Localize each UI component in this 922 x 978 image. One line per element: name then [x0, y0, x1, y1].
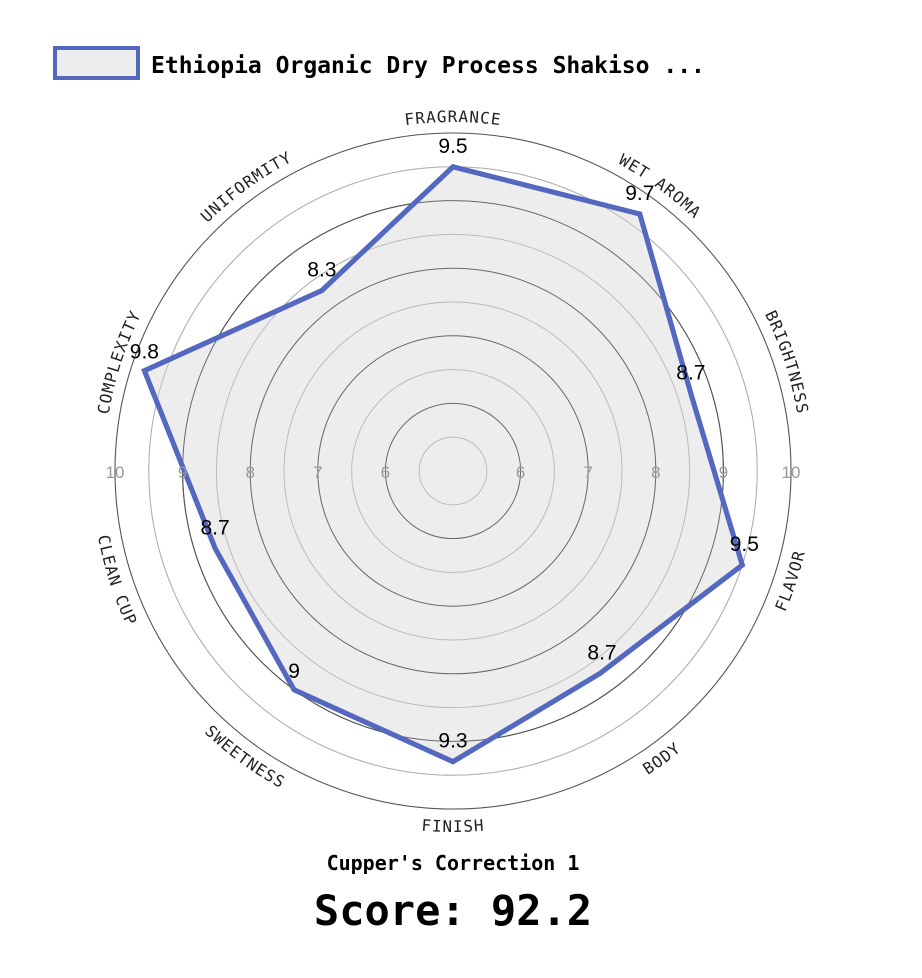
cuppers-correction: Cupper's Correction 1 [327, 851, 580, 875]
data-label: 9.3 [438, 730, 467, 753]
tick-label-left: 8 [245, 463, 254, 482]
score: Score: 92.2 [314, 886, 592, 935]
series-layer [141, 164, 758, 776]
legend: Ethiopia Organic Dry Process Shakiso ... [53, 46, 705, 80]
series-line [141, 164, 746, 765]
data-label: 8.7 [200, 516, 229, 539]
category-label: SWEETNESS [201, 721, 288, 792]
data-label: 9.7 [625, 182, 654, 205]
data-label: 9.5 [730, 533, 759, 556]
tick-label-left: 7 [313, 463, 322, 482]
category-label: BRIGHTNESS [761, 307, 812, 415]
category-label: CLEAN CUP [94, 533, 141, 628]
legend-swatch [53, 46, 140, 80]
tick-label-right: 7 [583, 463, 592, 482]
legend-series-name: Ethiopia Organic Dry Process Shakiso ... [151, 53, 705, 79]
category-label: FINISH [421, 816, 485, 836]
tick-label-left: 9 [178, 463, 187, 482]
tick-label-right: 6 [516, 463, 525, 482]
grid-ring-overlay [283, 301, 623, 641]
data-label: 9 [288, 660, 300, 683]
grid-ring [114, 132, 792, 810]
data-labels: 9.5 9.7 8.7 9.5 8.7 9.3 9 8.7 9.8 8.3 [130, 135, 759, 753]
category-label: BODY [639, 738, 684, 778]
category-label: FRAGRANCE [403, 107, 502, 129]
grid-ring-overlay [317, 335, 589, 607]
data-label: 9.8 [130, 341, 159, 364]
category-label: UNIFORMITY [197, 147, 295, 225]
data-label: 8.7 [676, 362, 705, 385]
tick-labels: 6 7 8 9 10 6 7 8 9 10 [106, 463, 801, 482]
data-label: 8.3 [307, 259, 336, 282]
grid-ring-overlay [351, 369, 555, 573]
tick-label-right: 8 [651, 463, 660, 482]
grid-ring-overlay [418, 436, 488, 506]
category-label: FLAVOR [771, 548, 808, 614]
tick-label-right: 10 [782, 463, 801, 482]
tick-label-right: 9 [719, 463, 728, 482]
tick-label-left: 10 [106, 463, 125, 482]
grid-ring-overlay [215, 233, 691, 709]
data-label: 8.7 [587, 641, 616, 664]
tick-label-left: 6 [381, 463, 390, 482]
data-label: 9.5 [438, 135, 467, 158]
grid-ring-overlay [249, 267, 657, 675]
grid-ring-overlay [384, 402, 522, 540]
